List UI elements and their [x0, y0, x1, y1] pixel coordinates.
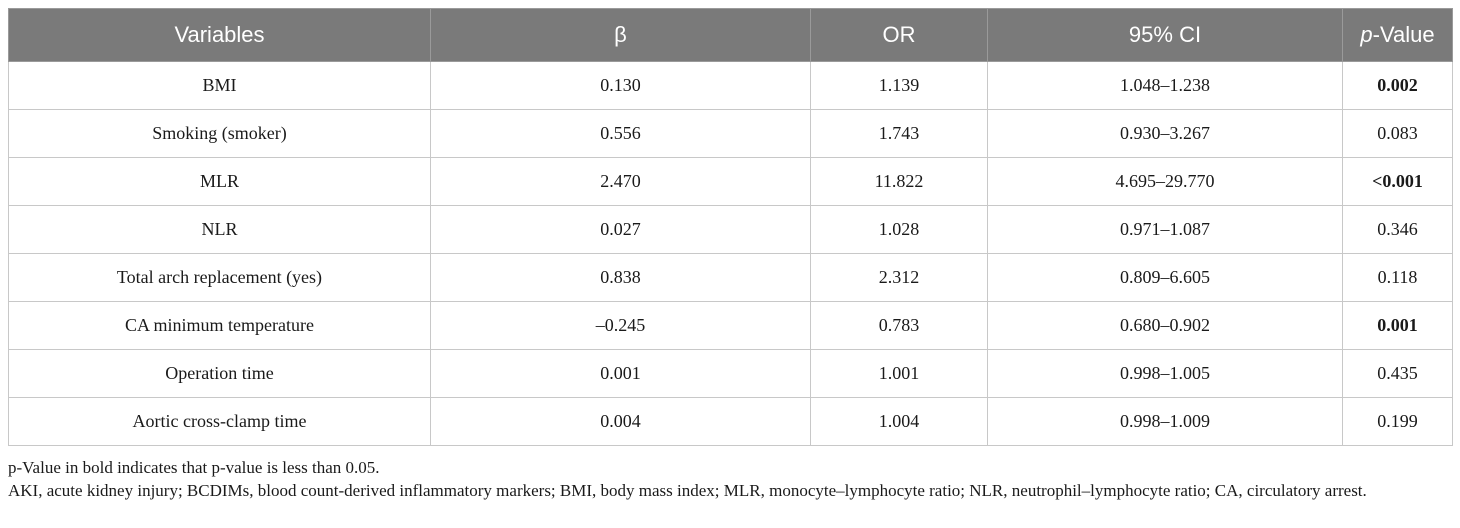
- cell-beta: 0.556: [430, 109, 811, 158]
- cell-variable: BMI: [8, 61, 431, 110]
- cell-p-value: 0.002: [1342, 61, 1453, 110]
- table-row: MLR 2.470 11.822 4.695–29.770 <0.001: [8, 157, 1453, 206]
- cell-p-value: 0.346: [1342, 205, 1453, 254]
- cell-beta: 0.838: [430, 253, 811, 302]
- cell-p-value: 0.199: [1342, 397, 1453, 446]
- cell-variable: MLR: [8, 157, 431, 206]
- cell-ci: 0.930–3.267: [987, 109, 1343, 158]
- table-row: Aortic cross-clamp time 0.004 1.004 0.99…: [8, 397, 1453, 446]
- cell-variable: Aortic cross-clamp time: [8, 397, 431, 446]
- cell-beta: 0.004: [430, 397, 811, 446]
- table-footnotes: p-Value in bold indicates that p-value i…: [8, 456, 1452, 502]
- cell-ci: 0.998–1.005: [987, 349, 1343, 398]
- header-p-italic: p: [1360, 22, 1373, 47]
- footnote-abbreviations: AKI, acute kidney injury; BCDIMs, blood …: [8, 481, 1367, 500]
- cell-or: 1.139: [810, 61, 988, 110]
- cell-or: 1.743: [810, 109, 988, 158]
- cell-beta: 0.027: [430, 205, 811, 254]
- cell-variable: Smoking (smoker): [8, 109, 431, 158]
- table-row: Operation time 0.001 1.001 0.998–1.005 0…: [8, 349, 1453, 398]
- cell-or: 0.783: [810, 301, 988, 350]
- cell-or: 1.028: [810, 205, 988, 254]
- cell-variable: NLR: [8, 205, 431, 254]
- header-p-rest: -Value: [1372, 22, 1435, 47]
- cell-beta: 0.130: [430, 61, 811, 110]
- footnote-bold-p-value: p-Value in bold indicates that p-value i…: [8, 458, 380, 477]
- cell-ci: 0.680–0.902: [987, 301, 1343, 350]
- cell-p-value: 0.083: [1342, 109, 1453, 158]
- header-p-value: p-Value: [1342, 8, 1453, 62]
- cell-or: 1.004: [810, 397, 988, 446]
- cell-or: 2.312: [810, 253, 988, 302]
- cell-variable: Operation time: [8, 349, 431, 398]
- table-row: NLR 0.027 1.028 0.971–1.087 0.346: [8, 205, 1453, 254]
- cell-p-value: 0.118: [1342, 253, 1453, 302]
- header-or: OR: [810, 8, 988, 62]
- table-row: Total arch replacement (yes) 0.838 2.312…: [8, 253, 1453, 302]
- cell-or: 1.001: [810, 349, 988, 398]
- cell-ci: 0.998–1.009: [987, 397, 1343, 446]
- table-row: CA minimum temperature –0.245 0.783 0.68…: [8, 301, 1453, 350]
- cell-variable: Total arch replacement (yes): [8, 253, 431, 302]
- header-beta: β: [430, 8, 811, 62]
- cell-beta: –0.245: [430, 301, 811, 350]
- header-variables: Variables: [8, 8, 431, 62]
- cell-beta: 0.001: [430, 349, 811, 398]
- table-row: BMI 0.130 1.139 1.048–1.238 0.002: [8, 61, 1453, 110]
- cell-ci: 4.695–29.770: [987, 157, 1343, 206]
- cell-variable: CA minimum temperature: [8, 301, 431, 350]
- cell-p-value: <0.001: [1342, 157, 1453, 206]
- cell-ci: 0.971–1.087: [987, 205, 1343, 254]
- cell-beta: 2.470: [430, 157, 811, 206]
- header-ci: 95% CI: [987, 8, 1343, 62]
- table-header-row: Variables β OR 95% CI p-Value: [8, 8, 1453, 62]
- table-row: Smoking (smoker) 0.556 1.743 0.930–3.267…: [8, 109, 1453, 158]
- cell-p-value: 0.001: [1342, 301, 1453, 350]
- cell-ci: 1.048–1.238: [987, 61, 1343, 110]
- cell-ci: 0.809–6.605: [987, 253, 1343, 302]
- cell-or: 11.822: [810, 157, 988, 206]
- regression-table-container: Variables β OR 95% CI p-Value BMI 0.130 …: [8, 8, 1453, 446]
- regression-table: Variables β OR 95% CI p-Value BMI 0.130 …: [8, 8, 1453, 446]
- cell-p-value: 0.435: [1342, 349, 1453, 398]
